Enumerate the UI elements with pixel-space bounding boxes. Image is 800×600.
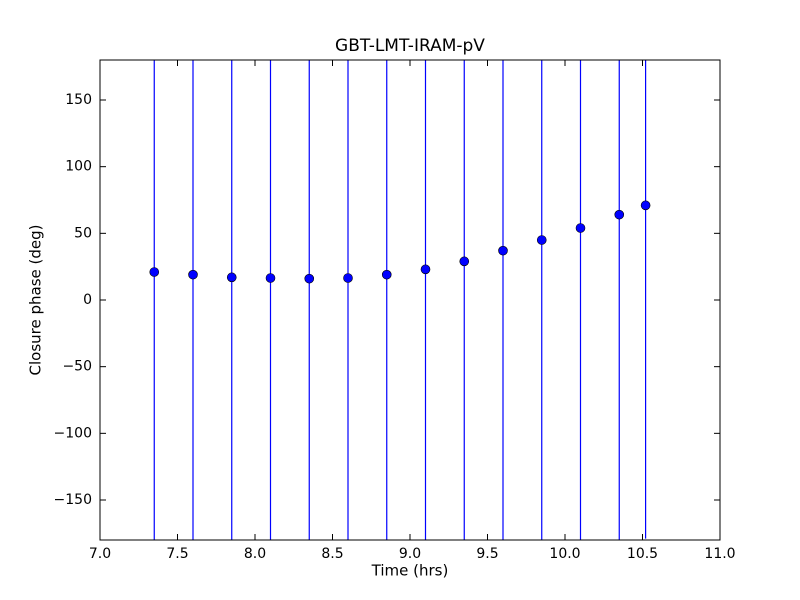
plot-area [149, 60, 651, 540]
data-point [226, 272, 237, 283]
y-tick-label: −50 [62, 359, 92, 375]
x-axis-label: Time (hrs) [371, 562, 449, 580]
y-tick-label: 50 [74, 225, 92, 241]
x-tick-label: 9.5 [476, 546, 498, 562]
y-tick-label: −150 [54, 492, 92, 508]
data-point [265, 273, 276, 283]
data-point [343, 273, 353, 283]
data-point [575, 223, 586, 233]
y-axis-label: Closure phase (deg) [27, 225, 45, 376]
data-point [381, 269, 392, 280]
chart-title: GBT-LMT-IRAM-pV [335, 36, 485, 56]
data-point [304, 273, 315, 284]
y-tick-label: −100 [54, 425, 92, 441]
y-tick-label: 0 [83, 292, 92, 308]
x-tick-label: 10.5 [627, 546, 658, 562]
x-tick-label: 8.0 [244, 546, 266, 562]
data-point [420, 264, 431, 275]
x-tick-label: 7.5 [166, 546, 188, 562]
x-tick-label: 11.0 [704, 546, 735, 562]
data-point [640, 200, 651, 211]
x-tick-label: 7.0 [89, 546, 111, 562]
data-point [498, 245, 508, 256]
data-point [149, 267, 160, 277]
y-tick-label: 150 [65, 92, 92, 108]
y-tick-label: 100 [65, 159, 92, 175]
x-tick-label: 9.0 [399, 546, 421, 562]
data-point [536, 235, 547, 245]
x-tick-label: 8.5 [321, 546, 343, 562]
data-point [614, 209, 625, 220]
data-point [459, 256, 470, 267]
x-tick-label: 10.0 [549, 546, 580, 562]
data-point [188, 269, 198, 280]
